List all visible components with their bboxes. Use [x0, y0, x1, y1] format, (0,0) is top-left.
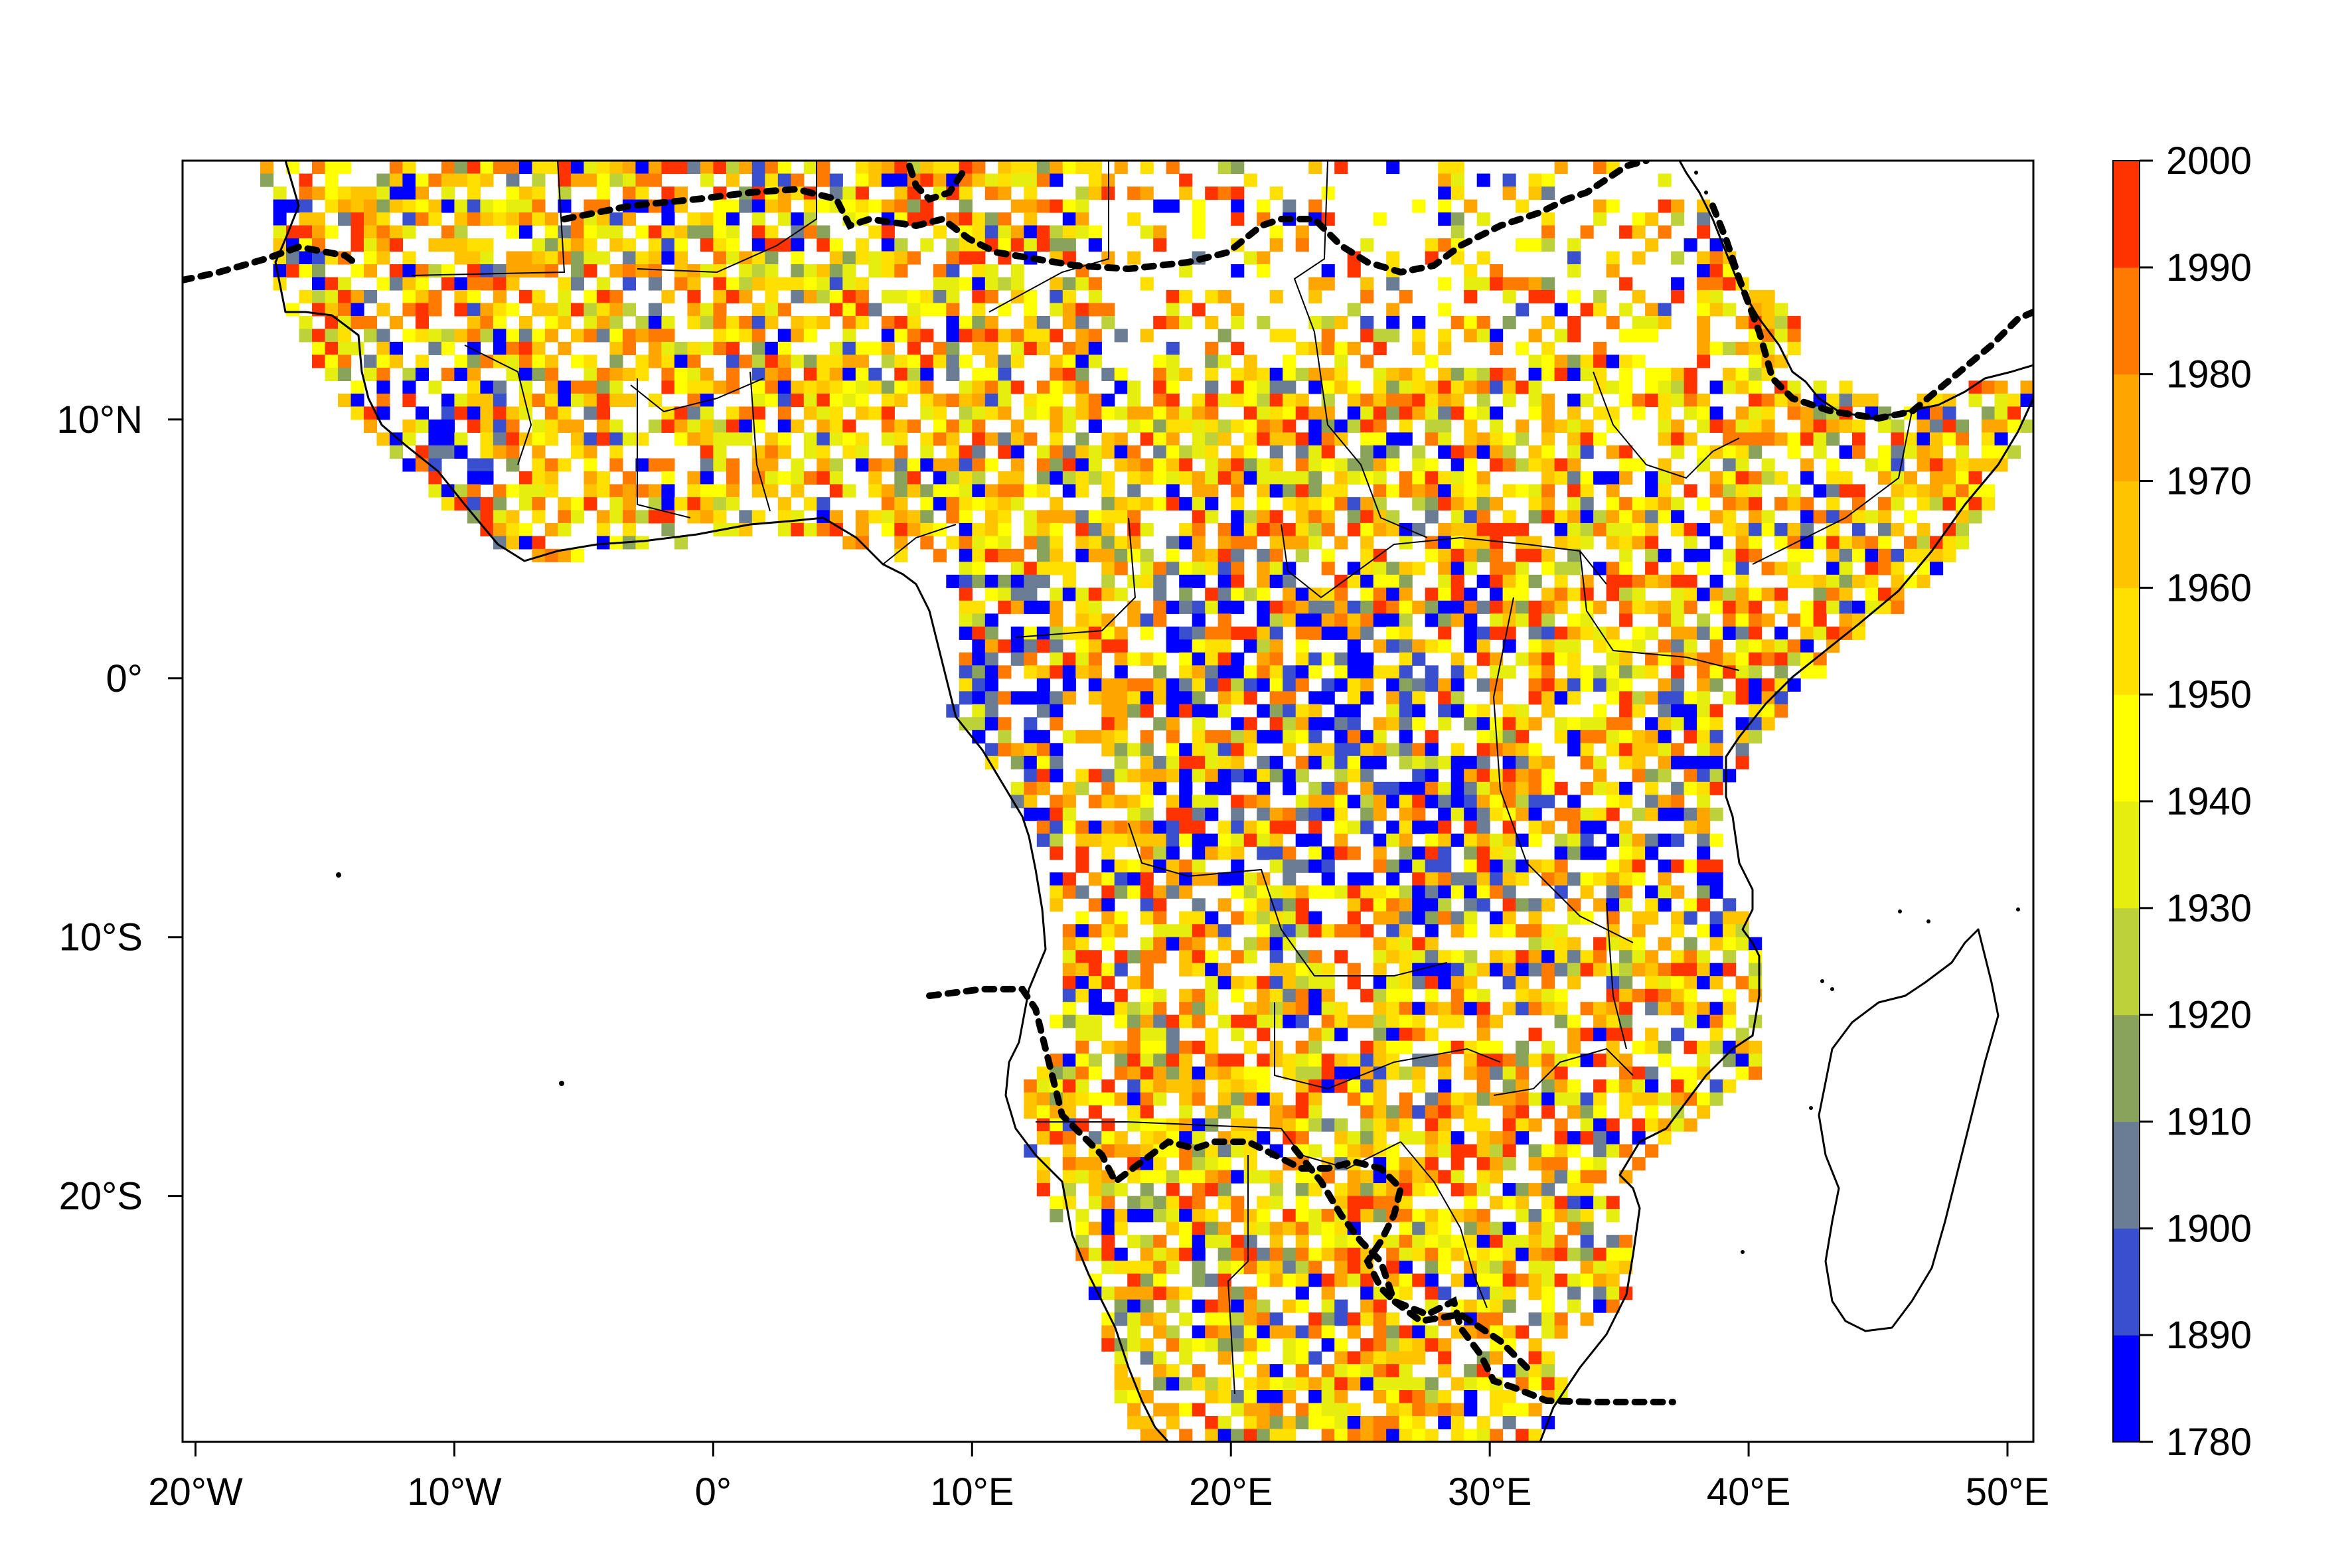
colorbar-segment — [2113, 161, 2140, 268]
x-tick-label: 20°E — [1189, 1470, 1273, 1514]
colorbar-label: 1940 — [2166, 780, 2252, 823]
x-axis: 20°W 10°W 0° 10°E 20°E 30°E 40°E 50°E — [148, 1442, 2049, 1514]
colorbar-segment — [2113, 907, 2140, 1016]
colorbar-segment — [2113, 1228, 2140, 1336]
colorbar-label: 1990 — [2166, 246, 2252, 289]
colorbar-label: 1930 — [2166, 887, 2252, 930]
x-tick-label: 0° — [695, 1470, 732, 1514]
plot-frame — [181, 159, 2035, 1443]
x-tick-label: 50°E — [1966, 1470, 2049, 1514]
colorbar-segment — [2113, 267, 2140, 375]
colorbar-segment — [2113, 1014, 2140, 1122]
map-panel — [181, 159, 2035, 1443]
colorbar-legend: 2000 1990 1980 1970 1960 1950 1940 1930 1920 1910… — [2112, 139, 2252, 1464]
colorbar-segment — [2113, 588, 2140, 695]
colorbar-label: 1970 — [2166, 460, 2252, 503]
country-borders — [411, 161, 1913, 1395]
y-tick-label: 0° — [106, 657, 143, 700]
x-tick-label: 30°E — [1448, 1470, 1531, 1514]
y-tick-label: 10°S — [59, 916, 143, 959]
colorbar-label: 1900 — [2166, 1207, 2252, 1250]
islands — [336, 171, 2020, 1254]
colorbar-segment — [2113, 481, 2140, 588]
colorbar-label: 1950 — [2166, 673, 2252, 716]
y-tick-label: 20°S — [59, 1175, 143, 1218]
colorbar-label: 1920 — [2166, 994, 2252, 1037]
colorbar-label: 1980 — [2166, 353, 2252, 396]
x-tick-label: 10°E — [930, 1470, 1014, 1514]
colorbar-label: 1780 — [2166, 1421, 2252, 1464]
x-tick-label: 10°W — [407, 1470, 502, 1514]
x-tick-label: 40°E — [1707, 1470, 1790, 1514]
colorbar-label: 2000 — [2166, 139, 2252, 183]
colorbar-segment — [2113, 801, 2140, 909]
colorbar-label: 1960 — [2166, 566, 2252, 609]
colorbar-segment — [2113, 374, 2140, 481]
x-tick-label: 20°W — [148, 1470, 243, 1514]
colorbar-segment — [2113, 1335, 2140, 1443]
y-tick-label: 10°N — [56, 398, 143, 441]
dotted-boundary-line — [183, 161, 2033, 1405]
coastline — [274, 161, 2033, 1442]
colorbar-segment — [2113, 694, 2140, 802]
colorbar-segment — [2113, 1121, 2140, 1229]
y-axis: 10°N 0° 10°S 20°S — [56, 398, 183, 1218]
colorbar-label: 1890 — [2166, 1314, 2252, 1357]
colorbar-label: 1910 — [2166, 1101, 2252, 1144]
